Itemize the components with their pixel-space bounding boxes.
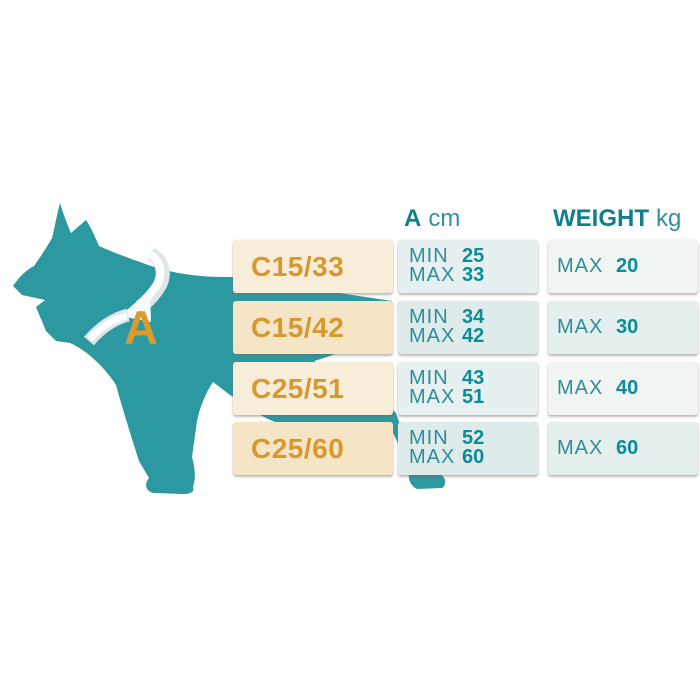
size-code-cell: C25/60 xyxy=(233,422,393,475)
max-label: MAX xyxy=(557,316,604,338)
size-code: C25/51 xyxy=(251,372,345,404)
collar-measure-arrow-icon xyxy=(84,247,170,346)
min-label: MIN xyxy=(409,367,449,389)
size-code-cell: C25/51 xyxy=(233,362,393,415)
size-code-cell: C15/33 xyxy=(233,240,393,293)
max-label: MAX xyxy=(557,437,604,459)
size-code: C15/33 xyxy=(251,250,345,282)
max-label: MAX xyxy=(557,377,604,399)
min-line: MIN 25 xyxy=(398,245,538,267)
neck-size-cell: MIN 34 MAX 42 xyxy=(398,301,538,354)
max-label: MAX xyxy=(409,446,456,468)
weight-cell: MAX 40 xyxy=(548,362,698,415)
min-value: 25 xyxy=(462,245,485,267)
neck-size-cell: MIN 43 MAX 51 xyxy=(398,362,538,415)
size-code-cell: C15/42 xyxy=(233,301,393,354)
header-a-unit: cm xyxy=(428,205,461,232)
min-line: MIN 34 xyxy=(398,306,538,328)
size-code: C25/60 xyxy=(251,432,345,464)
weight-line: MAX 20 xyxy=(548,255,698,277)
header-a-label: A xyxy=(404,205,422,232)
max-value: 51 xyxy=(462,386,485,408)
min-line: MIN 43 xyxy=(398,367,538,389)
dog-body-shape xyxy=(13,203,446,494)
weight-line: MAX 40 xyxy=(548,377,698,399)
neck-size-cell: MIN 52 MAX 60 xyxy=(398,422,538,475)
weight-value: 60 xyxy=(616,437,639,459)
collar-band-lower-highlight xyxy=(87,312,128,342)
weight-cell: MAX 20 xyxy=(548,240,698,293)
min-label: MIN xyxy=(409,306,449,328)
max-value: 60 xyxy=(462,446,485,468)
measure-letter: A xyxy=(124,301,158,354)
min-label: MIN xyxy=(409,427,449,449)
weight-cell: MAX 60 xyxy=(548,422,698,475)
max-line: MAX 51 xyxy=(398,386,538,408)
min-value: 34 xyxy=(462,306,485,328)
weight-value: 20 xyxy=(616,255,639,277)
weight-value: 40 xyxy=(616,377,639,399)
size-code: C15/42 xyxy=(251,311,345,343)
column-header-weight: WEIGHT kg xyxy=(553,206,681,232)
header-weight-unit: kg xyxy=(656,205,682,232)
header-weight-label: WEIGHT xyxy=(553,205,649,232)
weight-line: MAX 30 xyxy=(548,316,698,338)
max-label: MAX xyxy=(409,386,456,408)
max-label: MAX xyxy=(557,255,604,277)
max-label: MAX xyxy=(409,325,456,347)
neck-size-cell: MIN 25 MAX 33 xyxy=(398,240,538,293)
weight-value: 30 xyxy=(616,316,639,338)
weight-cell: MAX 30 xyxy=(548,301,698,354)
weight-line: MAX 60 xyxy=(548,437,698,459)
max-label: MAX xyxy=(409,264,456,286)
max-line: MAX 42 xyxy=(398,325,538,347)
max-line: MAX 60 xyxy=(398,446,538,468)
min-label: MIN xyxy=(409,245,449,267)
arrowhead xyxy=(120,290,151,322)
max-value: 33 xyxy=(462,264,485,286)
min-line: MIN 52 xyxy=(398,427,538,449)
max-value: 42 xyxy=(462,325,485,347)
min-value: 43 xyxy=(462,367,485,389)
max-line: MAX 33 xyxy=(398,264,538,286)
min-value: 52 xyxy=(462,427,485,449)
